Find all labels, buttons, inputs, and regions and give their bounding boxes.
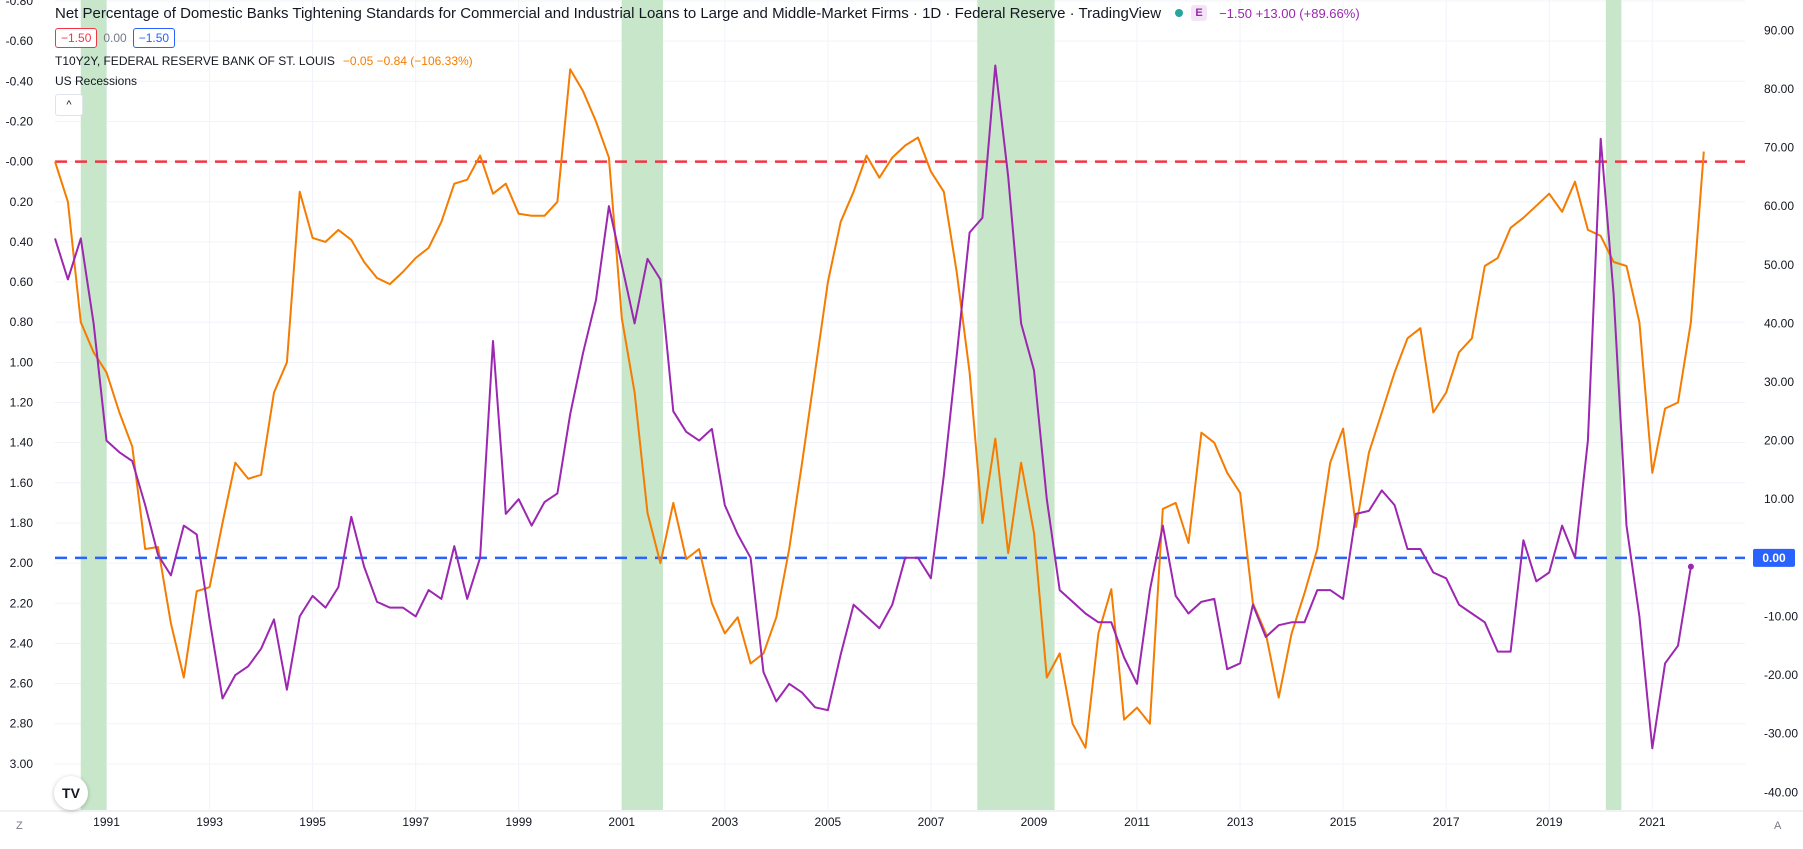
left-axis-tick-label: 2.60 — [10, 677, 34, 691]
left-axis-tick-label: 0.80 — [10, 315, 34, 329]
left-axis-tick-label: 1.60 — [10, 476, 34, 490]
right-axis-tick-label: 90.00 — [1764, 23, 1794, 37]
value-box-blue[interactable]: −1.50 — [132, 28, 176, 48]
left-axis-tick-label: 2.00 — [10, 556, 34, 570]
series2-values: −0.05 −0.84 (−106.33%) — [342, 54, 473, 68]
chevron-up-icon: ^ — [66, 99, 72, 111]
left-axis-tick-label: 0.60 — [10, 275, 34, 289]
recession-band — [621, 0, 663, 810]
timezone-button[interactable]: Z — [16, 820, 23, 832]
right-axis-tick-label: 40.00 — [1764, 316, 1794, 330]
series-lines — [54, 64, 1705, 750]
tradingview-logo-icon[interactable]: TV — [54, 776, 88, 810]
right-axis-tick-label: 10.00 — [1764, 492, 1794, 506]
x-axis-tick-label: 1997 — [402, 815, 429, 829]
left-axis-tick-label: -0.80 — [6, 0, 34, 8]
right-axis: 90.00 80.00 70.00 60.00 50.00 40.00 30.00 20.00… — [1753, 23, 1798, 799]
value-box-red[interactable]: −1.50 — [55, 28, 98, 48]
market-status-icon — [1175, 9, 1184, 17]
right-axis-tick-label: 30.00 — [1764, 375, 1794, 389]
left-axis-tick-label: 1.00 — [10, 355, 34, 369]
left-axis-tick-label: 0.20 — [10, 195, 34, 209]
x-axis-tick-label: 1991 — [93, 815, 120, 829]
series-line-tightening — [54, 64, 1692, 750]
grid — [55, 0, 1745, 810]
left-axis-tick-label: 1.20 — [10, 396, 34, 410]
chart-legend: Net Percentage of Domestic Banks Tighten… — [55, 0, 1360, 116]
x-axis-tick-label: 2015 — [1330, 815, 1357, 829]
x-axis: 1991 1993 1995 1997 1999 2001 2003 2005 2007 2009… — [0, 810, 1803, 829]
series-line-t10y2y — [54, 68, 1705, 749]
left-axis-tick-label: 1.40 — [10, 436, 34, 450]
x-axis-tick-label: 2003 — [711, 815, 738, 829]
series-last-point — [1687, 563, 1694, 570]
x-axis-tick-label: 2007 — [918, 815, 945, 829]
recession-band — [1605, 0, 1622, 810]
x-axis-tick-label: 2005 — [815, 815, 842, 829]
recession-band — [977, 0, 1055, 810]
left-axis-tick-label: -0.60 — [6, 34, 34, 48]
x-axis-tick-label: 1993 — [196, 815, 223, 829]
x-axis-tick-label: 2001 — [608, 815, 635, 829]
right-axis-tick-label: -10.00 — [1764, 609, 1798, 623]
left-axis-tick-label: 2.20 — [10, 596, 34, 610]
chart-title: Net Percentage of Domestic Banks Tighten… — [55, 4, 1162, 22]
x-axis-tick-label: 1995 — [299, 815, 326, 829]
right-axis-tick-label: 50.00 — [1764, 258, 1794, 272]
collapse-legend-button[interactable]: ^ — [55, 94, 83, 116]
right-axis-tick-label: -30.00 — [1764, 727, 1798, 741]
series3-name[interactable]: US Recessions — [55, 74, 138, 88]
right-axis-tick-label: 20.00 — [1764, 434, 1794, 448]
right-axis-tick-label: 80.00 — [1764, 82, 1794, 96]
x-axis-tick-label: 2013 — [1227, 815, 1254, 829]
x-axis-tick-label: 2019 — [1536, 815, 1563, 829]
x-axis-tick-label: 2011 — [1124, 815, 1150, 829]
left-axis-tick-label: 2.80 — [10, 717, 34, 731]
value-plain: 0.00 — [103, 31, 127, 45]
left-axis-tick-label: -0.20 — [6, 114, 34, 128]
reference-lines — [55, 160, 1745, 560]
x-axis-tick-label: 2017 — [1433, 815, 1460, 829]
right-axis-tick-label: 70.00 — [1764, 141, 1794, 155]
left-axis-tick-label: -0.00 — [6, 155, 34, 169]
right-axis-tick-label: 60.00 — [1764, 199, 1794, 213]
x-axis-tick-label: 1999 — [505, 815, 532, 829]
left-axis: -0.80 -0.60 -0.40 -0.20 -0.00 0.20 0.40 0.60 0.8… — [6, 0, 34, 771]
left-axis-tick-label: 3.00 — [10, 757, 34, 771]
right-axis-price-badge — [1753, 548, 1795, 567]
right-axis-price-badge-label: 0.00 — [1762, 551, 1786, 565]
x-axis-tick-label: 2021 — [1639, 815, 1666, 829]
main-series-values: −1.50 +13.00 (+89.66%) — [1219, 5, 1360, 21]
earnings-badge[interactable]: E — [1191, 5, 1208, 21]
right-axis-tick-label: -20.00 — [1764, 668, 1798, 682]
left-axis-tick-label: 1.80 — [10, 516, 34, 530]
x-axis-tick-label: 2009 — [1021, 815, 1048, 829]
auto-scale-button[interactable]: A — [1774, 820, 1782, 832]
right-axis-tick-label: -40.00 — [1764, 785, 1798, 799]
left-axis-tick-label: 2.40 — [10, 636, 34, 650]
left-axis-tick-label: 0.40 — [10, 235, 34, 249]
left-axis-tick-label: -0.40 — [6, 74, 34, 88]
series2-name[interactable]: T10Y2Y, FEDERAL RESERVE BANK OF ST. LOUI… — [55, 54, 335, 68]
